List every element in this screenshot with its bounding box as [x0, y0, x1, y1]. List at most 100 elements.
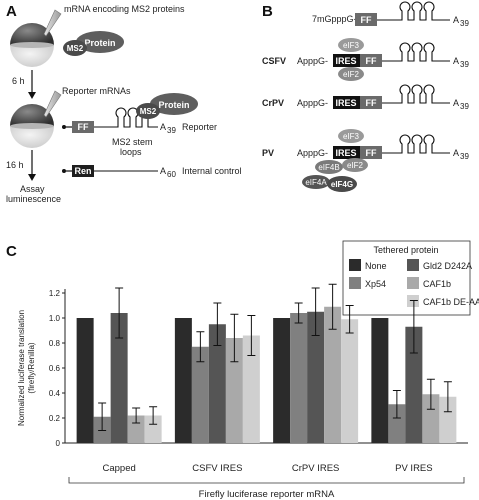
- construct-csfv: CSFV ApppG- eIF3 IRES FF eIF2 A 39: [262, 38, 469, 81]
- time-6h: 6 h: [12, 76, 25, 86]
- legend-label-6: CAF1b DE-AA: [423, 297, 479, 307]
- reporter-label: Reporter: [182, 122, 217, 132]
- svg-text:eIF3: eIF3: [343, 132, 360, 141]
- bar-4-1: [371, 318, 389, 443]
- category-bracket: [68, 477, 465, 484]
- legend-swatch-1: [349, 259, 361, 271]
- ms2-stem-label-1: MS2 stem: [112, 137, 153, 147]
- legend-swatch-2: [407, 259, 419, 271]
- svg-text:60: 60: [167, 170, 176, 179]
- injection-needle-1: [43, 9, 62, 37]
- svg-text:Ren: Ren: [74, 166, 91, 176]
- bar-1-3: [110, 313, 128, 443]
- internal-control-mrna: Ren A 60: [62, 165, 176, 179]
- eif3-factor: [338, 38, 364, 52]
- panel-c: C Tethered protein None Gld2 D242A Xp54 CAF…: [6, 240, 479, 500]
- svg-text:IRES: IRES: [335, 56, 356, 66]
- legend-swatch-3: [349, 277, 361, 289]
- pv-eif2-factor: [342, 158, 368, 172]
- injection-needle-2: [43, 90, 62, 118]
- oocyte-2: [10, 104, 54, 148]
- y-axis-label-2: (firefly/Renilla): [27, 342, 36, 393]
- legend-label-1: None: [365, 261, 387, 271]
- svg-text:MS2: MS2: [140, 107, 157, 116]
- svg-text:A: A: [160, 166, 166, 176]
- bar-4-4: [422, 394, 440, 443]
- y-axis-label: Normalized luciferase translation: [17, 310, 26, 426]
- eif4b-factor: [315, 160, 343, 174]
- y-tick-label: 0.8: [49, 339, 61, 348]
- svg-text:A: A: [453, 15, 459, 25]
- bar-4-5: [439, 396, 457, 443]
- pv-eif3-factor: [338, 129, 364, 143]
- internal-control-label: Internal control: [182, 166, 242, 176]
- svg-text:7mGpppG-: 7mGpppG-: [312, 14, 357, 24]
- svg-text:eIF4B: eIF4B: [318, 163, 339, 172]
- legend-box: [342, 240, 471, 316]
- panel-b: B 7mGpppG- FF A 39 CSFV ApppG- eIF3 IRES…: [262, 1, 469, 192]
- bar-2-5: [242, 335, 260, 443]
- svg-text:FF: FF: [366, 148, 377, 158]
- oocyte-1: [10, 23, 54, 67]
- arrow-2-head: [28, 174, 36, 181]
- y-tick-label: 1.2: [49, 289, 61, 298]
- svg-text:FF: FF: [366, 98, 377, 108]
- svg-text:MS2: MS2: [67, 44, 84, 53]
- legend-label-2: Gld2 D242A: [423, 261, 472, 271]
- svg-text:eIF4A: eIF4A: [305, 178, 327, 187]
- svg-text:eIF2: eIF2: [347, 161, 364, 170]
- y-tick-label: 0: [56, 439, 61, 448]
- bar-1-5: [144, 415, 162, 443]
- bar-2-4: [225, 338, 243, 443]
- assay-label-2: luminescence: [6, 194, 61, 204]
- eif2-factor: [338, 67, 364, 81]
- panel-c-label: C: [6, 243, 17, 260]
- assay-label-1: Assay: [20, 184, 45, 194]
- bar-2-3: [208, 324, 226, 443]
- svg-text:Protein: Protein: [84, 38, 115, 48]
- svg-text:A: A: [453, 56, 459, 66]
- svg-text:39: 39: [167, 126, 176, 135]
- chart-legend: Tethered protein None Gld2 D242A Xp54 CAF1b…: [342, 240, 479, 316]
- y-tick-label: 1.0: [49, 314, 61, 323]
- svg-text:39: 39: [460, 60, 469, 69]
- x-axis-label: Firefly luciferase reporter mRNA: [199, 489, 335, 500]
- panel-b-label: B: [262, 3, 273, 20]
- y-tick-label: 0.2: [49, 414, 61, 423]
- category-label: CrPV IRES: [292, 463, 340, 474]
- svg-text:PV: PV: [262, 148, 274, 158]
- svg-text:ApppG-: ApppG-: [297, 56, 328, 66]
- mrna-label: mRNA encoding MS2 proteins: [64, 4, 185, 14]
- y-tick-label: 0.6: [49, 364, 61, 373]
- svg-text:IRES: IRES: [335, 148, 356, 158]
- ms2-stem-label-2: loops: [120, 147, 142, 157]
- bar-4-3: [405, 326, 423, 443]
- svg-text:39: 39: [460, 102, 469, 111]
- svg-text:A: A: [160, 122, 166, 132]
- panel-a: A mRNA encoding MS2 proteins Protein MS2…: [6, 3, 242, 204]
- time-16h: 16 h: [6, 160, 24, 170]
- construct-pv: PV ApppG- eIF3 IRES FF eIF4B eIF2 eIF4A …: [262, 129, 469, 192]
- bar-3-3: [307, 311, 325, 443]
- svg-text:CSFV: CSFV: [262, 56, 286, 66]
- bar-2-1: [174, 318, 192, 443]
- legend-label-4: CAF1b: [423, 279, 451, 289]
- svg-text:39: 39: [460, 152, 469, 161]
- arrow-1-head: [28, 92, 36, 99]
- bar-3-4: [324, 306, 342, 443]
- svg-text:39: 39: [460, 19, 469, 28]
- bar-2-2: [191, 346, 209, 443]
- bar-3-5: [341, 319, 359, 443]
- construct-capped: 7mGpppG- FF A 39: [312, 1, 469, 28]
- svg-text:FF: FF: [361, 15, 372, 25]
- svg-text:FF: FF: [78, 122, 89, 132]
- svg-text:FF: FF: [366, 56, 377, 66]
- svg-text:eIF3: eIF3: [343, 41, 360, 50]
- legend-swatch-4: [407, 277, 419, 289]
- bar-3-1: [273, 318, 291, 443]
- category-label: Capped: [102, 463, 135, 474]
- svg-text:ApppG-: ApppG-: [297, 148, 328, 158]
- y-tick-label: 0.4: [49, 389, 61, 398]
- svg-text:IRES: IRES: [335, 98, 356, 108]
- bar-chart: 0 0.2 0.4 0.6 0.8 1.0 1.2 Normalized luciferase…: [17, 283, 468, 500]
